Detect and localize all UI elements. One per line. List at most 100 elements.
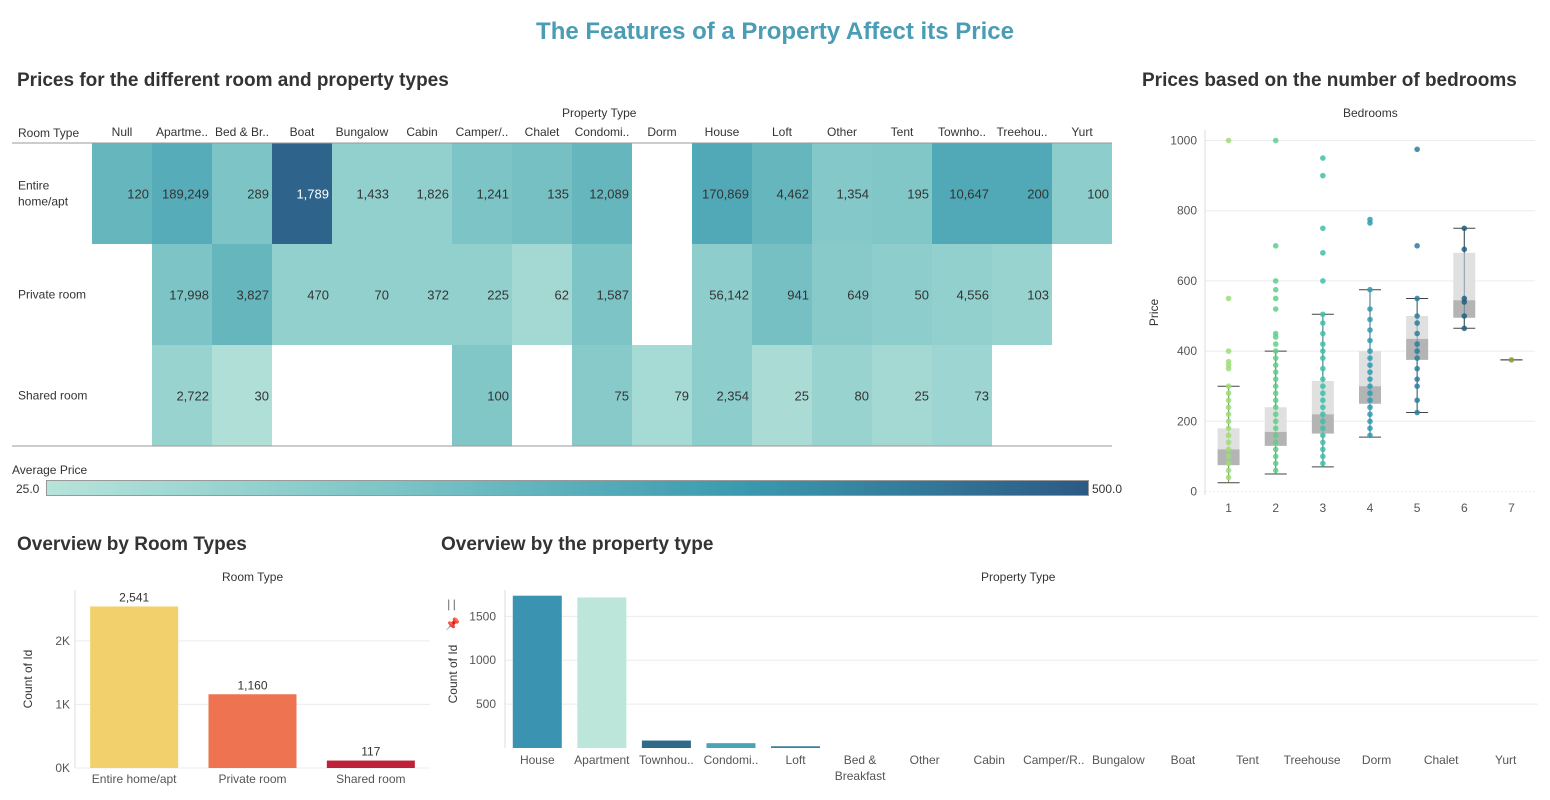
heatmap-cell bbox=[212, 345, 272, 446]
heatmap-column-label: Loft bbox=[772, 125, 793, 139]
heatmap-cell bbox=[452, 345, 512, 446]
y-tick-label: 800 bbox=[1177, 204, 1197, 218]
price-point bbox=[1272, 278, 1279, 284]
x-tick-label: Entire home/apt bbox=[92, 772, 177, 786]
heatmap-cell bbox=[992, 143, 1052, 244]
price-point bbox=[1367, 220, 1373, 226]
property-type-bar bbox=[577, 597, 627, 748]
heatmap-column-label: Yurt bbox=[1071, 125, 1093, 139]
x-tick-label: Chalet bbox=[1424, 753, 1459, 767]
heatmap-cell-label: 100 bbox=[487, 389, 509, 404]
x-tick-label: Loft bbox=[786, 753, 807, 767]
x-tick-label: Tent bbox=[1236, 753, 1259, 767]
price-point bbox=[1508, 357, 1515, 363]
heatmap-cell bbox=[992, 244, 1052, 345]
price-point bbox=[1272, 286, 1279, 293]
y-tick-label: 1000 bbox=[1170, 134, 1197, 148]
heatmap-cell-label: 70 bbox=[375, 288, 389, 303]
room-type-bar bbox=[90, 606, 179, 768]
heatmap-row-label: Shared room bbox=[18, 389, 87, 403]
price-point bbox=[1320, 172, 1326, 179]
heatmap-cell-label: 100 bbox=[1087, 187, 1109, 202]
heatmap-cell bbox=[272, 244, 332, 345]
x-tick-label: Apartment bbox=[574, 753, 630, 767]
x-tick-label: Camper/R.. bbox=[1023, 753, 1084, 767]
room-type-bar bbox=[208, 694, 297, 768]
x-tick-label: Bungalow bbox=[1092, 753, 1145, 767]
price-point bbox=[1272, 243, 1279, 249]
heatmap-cell bbox=[212, 143, 272, 244]
room-type-bar bbox=[326, 760, 415, 768]
y-axis-label: Count of Id bbox=[21, 650, 35, 709]
heatmap-cell bbox=[812, 244, 872, 345]
heatmap-cell bbox=[692, 345, 752, 446]
heatmap-cell bbox=[152, 244, 212, 345]
heatmap-cell bbox=[1052, 143, 1112, 244]
heatmap-cell-label: 200 bbox=[1027, 187, 1049, 202]
legend-color-ramp bbox=[46, 480, 1089, 496]
pin-icon[interactable]: 📌 bbox=[445, 617, 460, 631]
heatmap-cell-label: 649 bbox=[847, 288, 869, 303]
heatmap-cell-label: 10,647 bbox=[949, 187, 989, 202]
legend-min-label: 25.0 bbox=[16, 482, 40, 496]
legend-title: Average Price bbox=[12, 463, 88, 477]
price-point bbox=[1272, 334, 1279, 340]
heatmap-column-label: Treehou.. bbox=[997, 125, 1048, 139]
heatmap-cell-label: 225 bbox=[487, 288, 509, 303]
heatmap-cell-label: 120 bbox=[127, 187, 149, 202]
heatmap-cell-label: 1,587 bbox=[596, 288, 629, 303]
price-point bbox=[1225, 365, 1232, 372]
heatmap-column-label: Boat bbox=[290, 125, 315, 139]
property-overview-column-header: Property Type bbox=[981, 570, 1056, 584]
heatmap-column-label: Other bbox=[827, 125, 857, 139]
price-point bbox=[1225, 295, 1232, 302]
heatmap-cell-label: 17,998 bbox=[169, 288, 209, 303]
heatmap-cell-label: 62 bbox=[555, 288, 569, 303]
x-tick-label: Private room bbox=[218, 772, 286, 786]
heatmap-column-label: Camper/.. bbox=[456, 125, 509, 139]
heatmap-cell-label: 80 bbox=[855, 389, 869, 404]
x-tick-label: 6 bbox=[1461, 501, 1468, 515]
price-point bbox=[1414, 146, 1420, 153]
heatmap-cell bbox=[392, 143, 452, 244]
bedrooms-section-title: Prices based on the number of bedrooms bbox=[1142, 70, 1517, 91]
y-axis-label: Price bbox=[1147, 299, 1161, 327]
bar-value-label: 1,160 bbox=[237, 678, 267, 692]
heatmap-cell bbox=[392, 244, 452, 345]
heatmap-cell-label: 1,826 bbox=[416, 187, 449, 202]
heatmap-column-label: Apartme.. bbox=[156, 125, 208, 139]
property-type-bar bbox=[512, 595, 562, 748]
heatmap-cell bbox=[212, 244, 272, 345]
heatmap-cell-label: 4,556 bbox=[956, 288, 989, 303]
heatmap-cell-label: 289 bbox=[247, 187, 269, 202]
heatmap-cell-label: 3,827 bbox=[236, 288, 269, 303]
x-tick-label: Shared room bbox=[336, 772, 405, 786]
heatmap-cell bbox=[752, 345, 812, 446]
price-point bbox=[1272, 137, 1279, 144]
heatmap-cell bbox=[752, 143, 812, 244]
heatmap-cell bbox=[872, 345, 932, 446]
legend-max-label: 500.0 bbox=[1092, 482, 1123, 496]
heatmap-cell-label: 135 bbox=[547, 187, 569, 202]
bedrooms-boxplot: Price 0 200 400 600 800 1000 1 2 3 4 5 6 7 bbox=[1147, 130, 1535, 515]
heatmap-chart: Null Apartme.. Bed & Br.. Boat Bungalow Cabin… bbox=[12, 125, 1112, 447]
heatmap-cell-label: 470 bbox=[307, 288, 329, 303]
dashboard-title: The Features of a Property Affect its Pr… bbox=[536, 18, 1014, 45]
heatmap-cell bbox=[872, 244, 932, 345]
y-tick-label: 400 bbox=[1177, 344, 1197, 358]
x-tick-label: 2 bbox=[1272, 501, 1279, 515]
heatmap-cell bbox=[512, 143, 572, 244]
price-point bbox=[1461, 225, 1468, 232]
heatmap-cell bbox=[752, 244, 812, 345]
x-tick-label: Boat bbox=[1171, 753, 1196, 767]
heatmap-cell-label: 12,089 bbox=[589, 187, 629, 202]
heatmap-cell-label: 79 bbox=[675, 389, 689, 404]
heatmap-row-label: Entire home/apt bbox=[18, 179, 69, 209]
heatmap-cell bbox=[452, 244, 512, 345]
room-type-bar-chart: Count of Id 0K 1K 2K 2,541 Entire home/apt 1,1… bbox=[21, 590, 430, 786]
y-tick-label: 0 bbox=[1190, 484, 1197, 498]
heatmap-cell-label: 941 bbox=[787, 288, 809, 303]
property-type-bar bbox=[641, 740, 691, 748]
heatmap-cell bbox=[92, 143, 152, 244]
sort-icon[interactable]: ∣∣ bbox=[446, 599, 457, 611]
